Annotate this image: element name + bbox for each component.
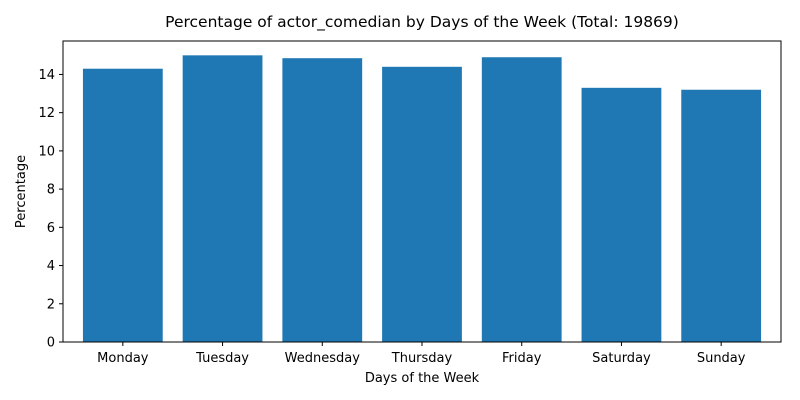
x-tick-label: Monday: [97, 351, 149, 366]
y-tick-label: 4: [47, 259, 55, 274]
x-tick-label: Sunday: [697, 351, 746, 366]
plot-area-frame: [62, 40, 782, 343]
y-tick-label: 12: [38, 106, 55, 121]
x-axis-ticks: Monday Tuesday Wednesday Thursday Friday Satu…: [97, 342, 746, 366]
bar-friday: [481, 57, 562, 343]
bar-monday: [82, 68, 163, 343]
y-tick-label: 10: [38, 144, 55, 159]
bar-saturday: [581, 87, 662, 342]
bars-group: [82, 55, 762, 343]
x-tick-label: Wednesday: [285, 351, 361, 366]
y-tick-label: 14: [38, 68, 55, 83]
y-tick-label: 2: [47, 297, 55, 312]
y-tick-label: 0: [47, 336, 55, 351]
chart-title: Percentage of actor_comedian by Days of …: [165, 13, 679, 32]
y-axis-label: Percentage: [14, 155, 29, 228]
y-tick-label: 8: [47, 183, 55, 198]
x-tick-label: Saturday: [592, 351, 651, 366]
bar-tuesday: [182, 55, 263, 342]
x-tick-label: Tuesday: [195, 351, 249, 366]
x-axis-label: Days of the Week: [365, 371, 480, 386]
bar-sunday: [681, 89, 762, 342]
y-axis-ticks: 0 2 4 6 8 10 12 14: [38, 68, 63, 351]
bar-wednesday: [282, 58, 363, 342]
y-tick-label: 6: [47, 221, 55, 236]
bar-thursday: [382, 66, 462, 343]
x-tick-label: Thursday: [391, 351, 453, 366]
x-tick-label: Friday: [502, 351, 542, 366]
